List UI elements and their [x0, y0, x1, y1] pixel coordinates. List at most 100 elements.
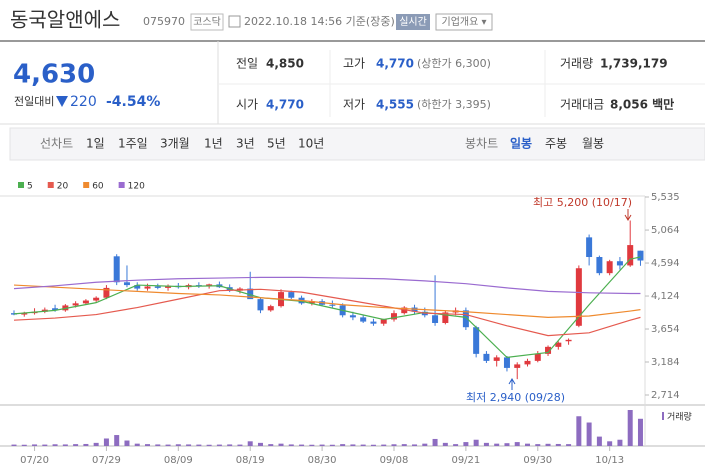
- tab-group-label: 선차트: [40, 137, 73, 151]
- x-tick-label: 07/29: [92, 455, 121, 466]
- summary-value: 4,770: [266, 98, 304, 112]
- volume-bar: [278, 443, 284, 446]
- candle-body: [596, 257, 603, 274]
- annotation-low: 최저 2,940 (09/28): [466, 391, 565, 404]
- candle-body: [257, 299, 264, 311]
- volume-bar: [586, 422, 592, 446]
- tab[interactable]: 1년: [204, 137, 223, 151]
- volume-bar: [165, 444, 171, 446]
- candle-body: [390, 313, 397, 320]
- summary-value: 4,555: [376, 98, 414, 112]
- legend-swatch: [18, 182, 24, 188]
- legend-swatch: [47, 182, 54, 188]
- volume-label: 거래량: [667, 411, 692, 423]
- legend-swatch: [118, 182, 125, 188]
- legend-label: 5: [27, 182, 33, 192]
- volume-bar: [299, 444, 305, 446]
- volume-bar: [319, 444, 325, 446]
- realtime[interactable]: 실시간: [399, 16, 427, 28]
- x-tick-label: 09/21: [451, 455, 480, 466]
- tab[interactable]: 주봉: [545, 137, 567, 151]
- volume-bar: [617, 439, 623, 446]
- timestamp: 2022.10.18 14:56 기준(장중): [244, 15, 395, 28]
- candle-body: [545, 346, 552, 354]
- y-tick-label: 5,064: [651, 225, 680, 236]
- volume-bar: [381, 444, 387, 446]
- volume-bar: [514, 442, 520, 446]
- x-tick-label: 07/20: [20, 455, 49, 466]
- candle-body: [575, 268, 582, 326]
- tab[interactable]: 1주일: [118, 137, 148, 151]
- tab[interactable]: 10년: [298, 137, 324, 151]
- summary-value: 8,056 백만: [610, 97, 674, 112]
- candle-body: [288, 292, 295, 298]
- volume-bar: [607, 441, 613, 446]
- volume-bar: [52, 444, 58, 446]
- legend-label: 20: [57, 182, 69, 192]
- tab[interactable]: 월봉: [582, 137, 604, 151]
- volume-bar: [525, 443, 530, 446]
- summary-label: 전일: [236, 57, 258, 71]
- tab[interactable]: 3년: [236, 137, 255, 151]
- candle-body: [247, 288, 254, 300]
- volume-bar: [360, 444, 366, 446]
- x-tick-label: 10/13: [595, 455, 624, 466]
- tab-group-label: 봉차트: [465, 137, 498, 151]
- candle-body: [442, 312, 449, 323]
- candle-body: [93, 297, 100, 301]
- volume-bar: [432, 438, 438, 446]
- market-badge: [190, 13, 224, 31]
- x-tick-label: 09/30: [523, 455, 552, 466]
- summary-value: 4,850: [266, 57, 304, 71]
- volume-bar: [155, 444, 161, 446]
- x-tick-label: 08/30: [308, 455, 337, 466]
- volume-bar: [227, 444, 233, 446]
- volume-bar: [494, 443, 500, 446]
- x-tick-label: 08/09: [164, 455, 193, 466]
- tab[interactable]: 일봉: [510, 137, 532, 151]
- change-label: 전일대비: [14, 94, 54, 108]
- overview-button[interactable]: [435, 13, 493, 31]
- market: 코스닥: [193, 16, 221, 28]
- volume-bar: [412, 444, 418, 446]
- tab[interactable]: 5년: [267, 137, 286, 151]
- volume-legend-swatch: [662, 412, 664, 420]
- x-tick-label: 08/19: [236, 455, 265, 466]
- volume-bar: [32, 444, 38, 446]
- candle-body: [360, 317, 367, 322]
- volume-bar: [62, 444, 68, 446]
- candle-body: [586, 237, 593, 258]
- summary-label: 시가: [236, 98, 258, 112]
- change-pct: -4.54%: [106, 94, 160, 110]
- volume-bar: [627, 410, 633, 446]
- legend-label: 60: [92, 182, 104, 192]
- summary-value: 1,739,179: [600, 57, 668, 71]
- legend-label: 120: [128, 182, 145, 192]
- ma-line: [13, 288, 641, 337]
- tab[interactable]: 1일: [86, 137, 105, 151]
- volume-bar: [370, 444, 376, 446]
- candle-body: [123, 282, 130, 286]
- volume-bar: [21, 444, 27, 446]
- summary-label: 거래량: [560, 57, 593, 71]
- volume-bar: [545, 443, 551, 446]
- price: 4,630: [13, 60, 95, 90]
- realtime-badge[interactable]: [396, 14, 430, 30]
- candle-body: [627, 245, 634, 266]
- candle-body: [267, 306, 274, 311]
- tab[interactable]: 3개월: [160, 137, 190, 151]
- overview[interactable]: 기업개요 ▾: [442, 15, 487, 28]
- volume-bar: [145, 444, 151, 446]
- volume-bar: [247, 441, 253, 446]
- y-tick-label: 3,184: [651, 357, 680, 368]
- volume-bar: [637, 418, 643, 446]
- volume-bar: [309, 444, 315, 446]
- volume-bar: [268, 444, 274, 446]
- volume-bar: [206, 444, 212, 446]
- summary-label: 거래대금: [560, 98, 604, 112]
- volume-bar: [463, 442, 469, 446]
- volume-bar: [237, 444, 243, 446]
- candle-body: [154, 286, 161, 288]
- tabs: 선차트 1일 1주일 3개월 1년 3년 5년 10년 봉차트 일봉 주봉 월봉: [40, 137, 604, 151]
- candle-body: [113, 256, 120, 283]
